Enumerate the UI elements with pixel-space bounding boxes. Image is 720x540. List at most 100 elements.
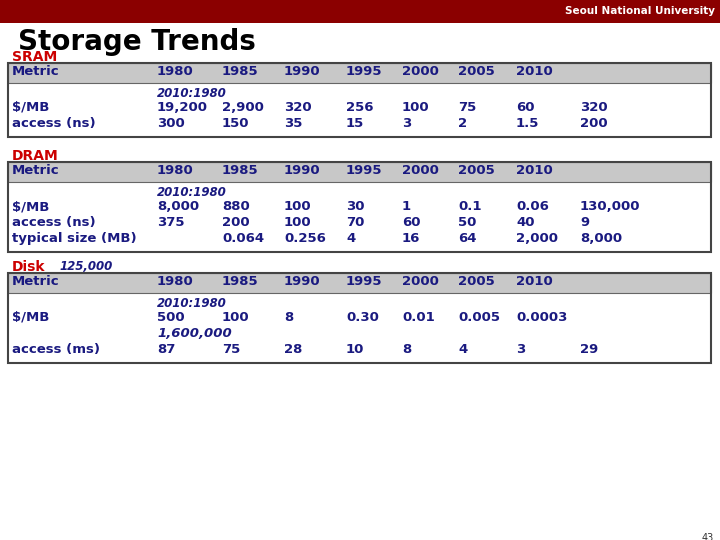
Text: 880: 880 [222,200,250,213]
Text: 28: 28 [284,343,302,356]
Text: 1985: 1985 [222,164,258,177]
Text: 1980: 1980 [157,275,194,288]
Text: 3: 3 [516,343,526,356]
Text: 70: 70 [346,216,364,229]
Text: 30: 30 [346,200,364,213]
Text: 16: 16 [402,232,420,245]
Bar [0,0,720,23]
Bar [8,63,711,83]
Text: 2000: 2000 [402,65,439,78]
Text: 2010: 2010 [516,275,553,288]
Bar [8,273,711,293]
Text: 2005: 2005 [458,164,495,177]
Text: 0.256: 0.256 [284,232,326,245]
Text: 130,000: 130,000 [580,200,641,213]
Text: 2000: 2000 [402,275,439,288]
Text: 4: 4 [458,343,467,356]
Text: 375: 375 [157,216,184,229]
Text: Storage Trends: Storage Trends [18,28,256,56]
Text: 100: 100 [402,101,430,114]
Text: 1980: 1980 [157,164,194,177]
Text: 300: 300 [157,117,185,130]
Text: 8,000: 8,000 [580,232,622,245]
Text: Metric: Metric [12,65,60,78]
Text: 1.5: 1.5 [516,117,539,130]
Text: 0.30: 0.30 [346,311,379,324]
Text: 3: 3 [402,117,411,130]
Text: 2005: 2005 [458,275,495,288]
Text: 60: 60 [402,216,420,229]
Bar [8,63,711,137]
Text: 4: 4 [346,232,355,245]
Text: 100: 100 [222,311,250,324]
Text: DRAM: DRAM [12,149,59,163]
Text: 2,000: 2,000 [516,232,558,245]
Text: 100: 100 [284,216,312,229]
Text: 0.005: 0.005 [458,311,500,324]
Bar [8,162,711,182]
Text: 125,000: 125,000 [60,260,113,273]
Text: 2000: 2000 [402,164,439,177]
Text: 19,200: 19,200 [157,101,208,114]
Text: Disk: Disk [12,260,45,274]
Text: 200: 200 [580,117,608,130]
Text: 2,900: 2,900 [222,101,264,114]
Text: 75: 75 [458,101,476,114]
Text: 1990: 1990 [284,275,320,288]
Text: 0.01: 0.01 [402,311,435,324]
Text: 1995: 1995 [346,164,382,177]
Text: 9: 9 [580,216,589,229]
Text: 40: 40 [516,216,534,229]
Text: 1990: 1990 [284,65,320,78]
Bar [8,273,711,363]
Text: access (ns): access (ns) [12,117,96,130]
Text: access (ms): access (ms) [12,343,100,356]
Text: 8: 8 [402,343,411,356]
Text: 200: 200 [222,216,250,229]
Text: 60: 60 [516,101,534,114]
Text: 0.064: 0.064 [222,232,264,245]
Text: 0.06: 0.06 [516,200,549,213]
Text: 0.0003: 0.0003 [516,311,567,324]
Text: 87: 87 [157,343,176,356]
Text: 0.1: 0.1 [458,200,482,213]
Text: 2010:1980: 2010:1980 [157,186,227,199]
Text: 100: 100 [284,200,312,213]
Text: 320: 320 [580,101,608,114]
Text: 10: 10 [346,343,364,356]
Text: 1985: 1985 [222,65,258,78]
Text: 2010:1980: 2010:1980 [157,297,227,310]
Text: 50: 50 [458,216,477,229]
Text: 320: 320 [284,101,312,114]
Text: 2010: 2010 [516,65,553,78]
Text: 256: 256 [346,101,374,114]
Text: 1995: 1995 [346,65,382,78]
Text: 1: 1 [402,200,411,213]
Text: 500: 500 [157,311,184,324]
Text: 2005: 2005 [458,65,495,78]
Bar [8,162,711,252]
Text: 35: 35 [284,117,302,130]
Text: 43: 43 [702,533,714,540]
Text: $/MB: $/MB [12,200,50,213]
Text: 1990: 1990 [284,164,320,177]
Text: access (ns): access (ns) [12,216,96,229]
Text: 64: 64 [458,232,477,245]
Text: 1985: 1985 [222,275,258,288]
Text: Seoul National University: Seoul National University [565,6,715,17]
Text: Metric: Metric [12,275,60,288]
Text: 75: 75 [222,343,240,356]
Text: 1995: 1995 [346,275,382,288]
Text: SRAM: SRAM [12,50,58,64]
Text: 2010: 2010 [516,164,553,177]
Text: typical size (MB): typical size (MB) [12,232,137,245]
Text: 2010:1980: 2010:1980 [157,87,227,100]
Text: 2: 2 [458,117,467,130]
Text: 1980: 1980 [157,65,194,78]
Text: 15: 15 [346,117,364,130]
Text: 8: 8 [284,311,293,324]
Text: 1,600,000: 1,600,000 [157,327,232,340]
Text: 150: 150 [222,117,250,130]
Text: Metric: Metric [12,164,60,177]
Text: $/MB: $/MB [12,101,50,114]
